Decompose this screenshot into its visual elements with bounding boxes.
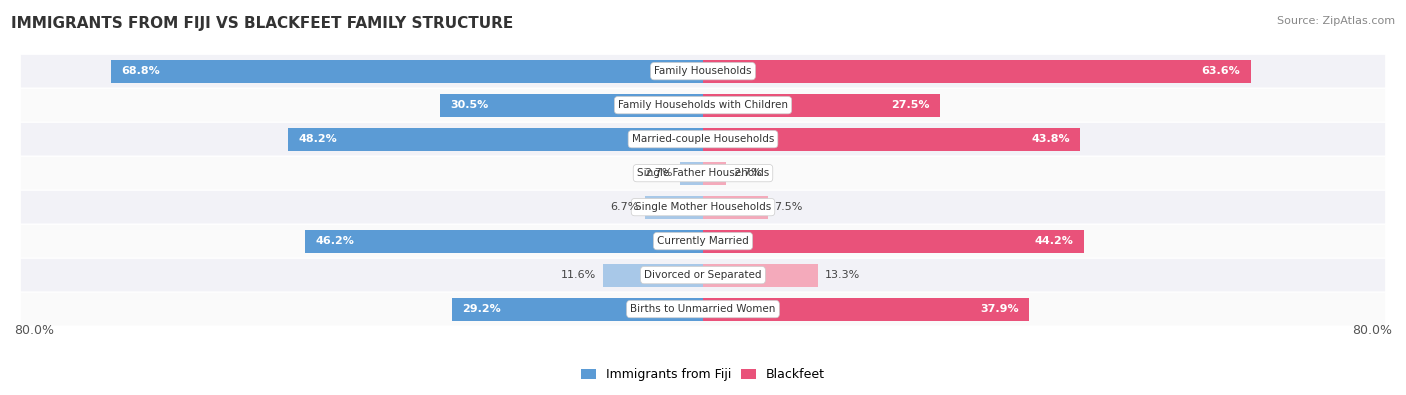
Text: Single Father Households: Single Father Households [637,168,769,178]
Bar [703,128,1080,151]
Bar [679,162,703,185]
Text: 2.7%: 2.7% [733,168,762,178]
Bar [703,263,817,287]
FancyBboxPatch shape [21,225,1385,258]
Bar [440,94,703,117]
Text: 80.0%: 80.0% [1353,324,1392,337]
Text: Family Households: Family Households [654,66,752,76]
Text: 11.6%: 11.6% [561,270,596,280]
Text: 7.5%: 7.5% [775,202,803,212]
Text: Source: ZipAtlas.com: Source: ZipAtlas.com [1277,16,1395,26]
Bar [603,263,703,287]
Bar [645,196,703,219]
FancyBboxPatch shape [21,157,1385,190]
Text: 63.6%: 63.6% [1202,66,1240,76]
Text: 46.2%: 46.2% [315,236,354,246]
Bar [703,229,1084,253]
Bar [703,94,939,117]
FancyBboxPatch shape [21,191,1385,224]
FancyBboxPatch shape [21,293,1385,325]
Text: 30.5%: 30.5% [451,100,489,110]
Text: IMMIGRANTS FROM FIJI VS BLACKFEET FAMILY STRUCTURE: IMMIGRANTS FROM FIJI VS BLACKFEET FAMILY… [11,16,513,31]
FancyBboxPatch shape [21,55,1385,88]
Bar [111,60,703,83]
Text: Currently Married: Currently Married [657,236,749,246]
Text: 6.7%: 6.7% [610,202,638,212]
Text: 13.3%: 13.3% [824,270,859,280]
Bar [703,297,1029,321]
Text: 29.2%: 29.2% [461,304,501,314]
Bar [703,196,768,219]
Text: 2.7%: 2.7% [644,168,673,178]
Text: 44.2%: 44.2% [1035,236,1073,246]
Text: 43.8%: 43.8% [1031,134,1070,144]
Text: Single Mother Households: Single Mother Households [636,202,770,212]
Bar [703,162,727,185]
Text: Divorced or Separated: Divorced or Separated [644,270,762,280]
Text: Births to Unmarried Women: Births to Unmarried Women [630,304,776,314]
FancyBboxPatch shape [21,259,1385,292]
Legend: Immigrants from Fiji, Blackfeet: Immigrants from Fiji, Blackfeet [576,363,830,386]
Text: 68.8%: 68.8% [121,66,160,76]
Text: 37.9%: 37.9% [980,304,1019,314]
Text: 27.5%: 27.5% [891,100,929,110]
FancyBboxPatch shape [21,89,1385,122]
Bar [288,128,703,151]
Text: 80.0%: 80.0% [14,324,53,337]
Text: 48.2%: 48.2% [298,134,337,144]
Text: Married-couple Households: Married-couple Households [631,134,775,144]
Bar [305,229,703,253]
Text: Family Households with Children: Family Households with Children [619,100,787,110]
FancyBboxPatch shape [21,123,1385,156]
Bar [451,297,703,321]
Bar [703,60,1251,83]
